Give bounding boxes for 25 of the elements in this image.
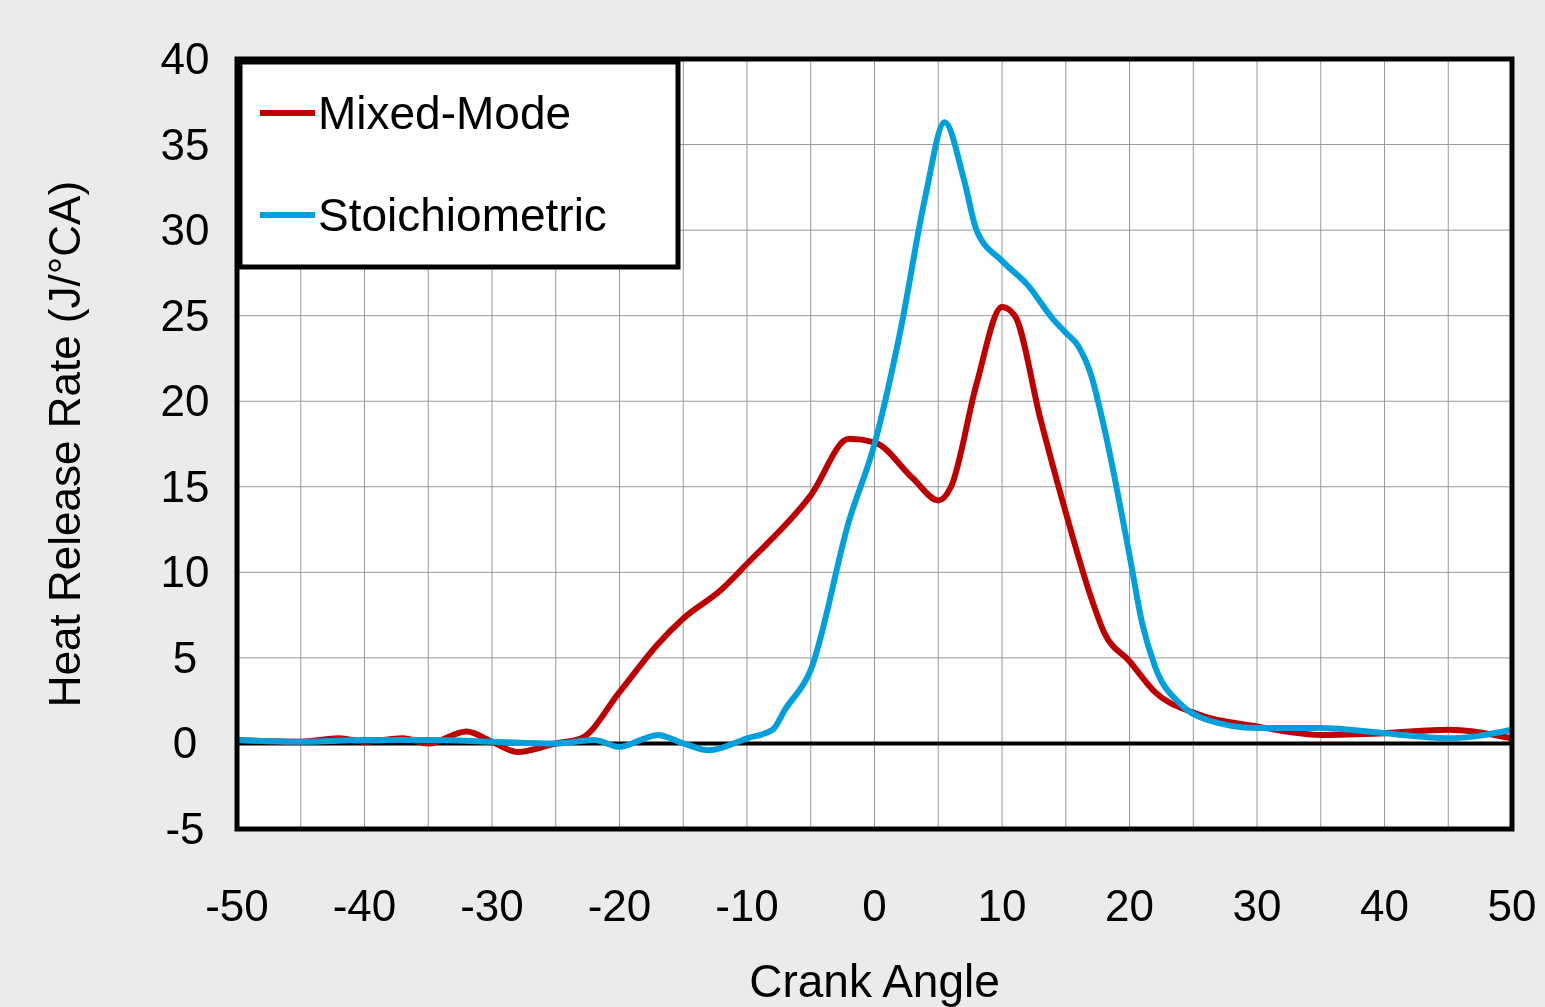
x-tick-label: 20	[1105, 881, 1154, 930]
y-tick-label: 40	[160, 34, 210, 83]
x-tick-label: 0	[862, 881, 887, 930]
x-axis-title: Crank Angle	[749, 955, 1000, 1007]
x-tick-label: -40	[332, 881, 397, 930]
y-tick-label: 15	[160, 461, 210, 511]
legend-label: Stoichiometric	[318, 189, 607, 241]
y-tick-label: 5	[172, 632, 198, 682]
y-tick-label: 35	[160, 119, 210, 169]
x-tick-label: -30	[460, 881, 524, 930]
y-axis-title: Heat Release Rate (J/°CA)	[40, 180, 89, 708]
x-tick-label: 10	[977, 881, 1027, 930]
y-tick-label: -5	[165, 804, 205, 853]
y-tick-label: 0	[172, 718, 198, 768]
y-tick-label: 10	[160, 547, 210, 597]
y-tick-label: 20	[160, 376, 210, 426]
x-tick-label: 50	[1487, 881, 1537, 930]
x-tick-label: -10	[715, 881, 779, 930]
x-tick-label: -50	[205, 881, 269, 930]
x-tick-label: 30	[1232, 881, 1282, 930]
x-tick-label: 40	[1360, 881, 1409, 930]
y-tick-label: 30	[160, 205, 210, 255]
legend-label: Mixed-Mode	[318, 87, 572, 139]
x-tick-label: -20	[587, 881, 652, 930]
y-tick-label: 25	[160, 290, 210, 340]
